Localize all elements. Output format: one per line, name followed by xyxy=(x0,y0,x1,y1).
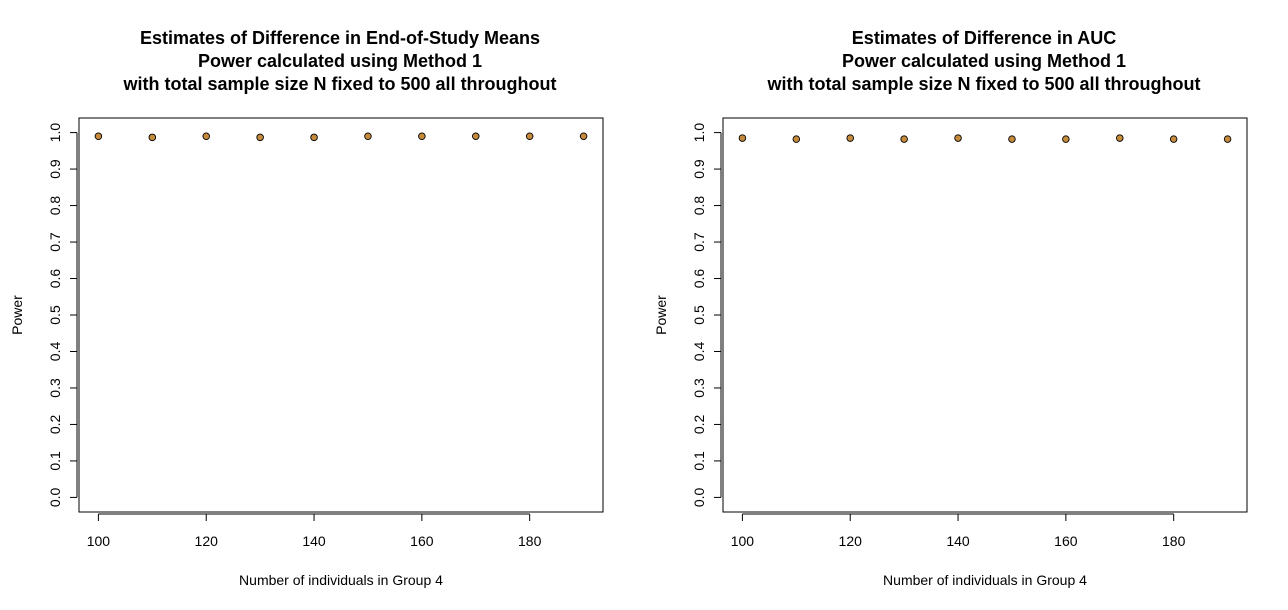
y-axis-label: Power xyxy=(9,295,25,335)
chart-panel-1: Estimates of Difference in End-of-Study … xyxy=(9,28,604,588)
y-tick-label: 0.2 xyxy=(47,415,63,435)
y-tick-label: 0.3 xyxy=(47,378,63,398)
data-point xyxy=(364,132,372,140)
data-point xyxy=(954,134,962,142)
data-point xyxy=(472,132,480,140)
y-tick-label: 0.0 xyxy=(47,487,63,507)
chart-title-line-3: with total sample size N fixed to 500 al… xyxy=(122,74,556,94)
y-tick-label: 0.4 xyxy=(47,342,63,362)
data-point xyxy=(1062,135,1070,143)
y-tick-label: 0.6 xyxy=(47,269,63,289)
chart-title-line-1: Estimates of Difference in AUC xyxy=(852,28,1116,48)
x-tick-label: 140 xyxy=(946,533,970,549)
x-tick-label: 140 xyxy=(302,533,326,549)
chart-panel-2: Estimates of Difference in AUC Power calc… xyxy=(653,28,1248,588)
y-tick-label: 1.0 xyxy=(691,123,707,143)
y-tick-label: 0.3 xyxy=(691,378,707,398)
data-point xyxy=(900,135,908,143)
data-point xyxy=(1169,135,1178,143)
data-point xyxy=(1223,135,1232,143)
plot-frame xyxy=(722,117,1248,513)
x-axis-label: Number of individuals in Group 4 xyxy=(239,572,443,588)
data-point xyxy=(1008,135,1016,143)
y-tick-label: 0.7 xyxy=(691,232,707,252)
chart-title: Estimates of Difference in AUC Power calc… xyxy=(766,28,1200,94)
y-tick-label: 0.8 xyxy=(691,196,707,216)
chart-title-line-2: Power calculated using Method 1 xyxy=(842,51,1126,71)
y-tick-label: 0.1 xyxy=(691,451,707,471)
data-point xyxy=(1116,134,1124,142)
x-tick-label: 120 xyxy=(839,533,863,549)
y-tick-label: 0.5 xyxy=(691,305,707,325)
x-tick-label: 120 xyxy=(195,533,219,549)
y-tick-label: 0.9 xyxy=(691,159,707,179)
data-point xyxy=(94,132,103,140)
chart-title-line-3: with total sample size N fixed to 500 al… xyxy=(766,74,1200,94)
x-axis: 100 120 140 160 180 Number of individuals in … xyxy=(731,513,1186,588)
y-tick-label: 1.0 xyxy=(47,123,63,143)
x-tick-label: 160 xyxy=(1054,533,1078,549)
data-point xyxy=(202,132,210,140)
x-tick-label: 100 xyxy=(731,533,755,549)
chart-title: Estimates of Difference in End-of-Study … xyxy=(122,28,556,94)
data-series xyxy=(94,132,588,142)
x-tick-label: 180 xyxy=(1162,533,1186,549)
data-point xyxy=(256,133,264,142)
x-axis: 100 120 140 160 180 Number of individuals in … xyxy=(87,513,542,588)
y-tick-label: 0.1 xyxy=(47,451,63,471)
data-point xyxy=(148,133,157,142)
y-axis-label: Power xyxy=(653,295,669,335)
x-tick-label: 160 xyxy=(410,533,434,549)
data-point xyxy=(525,132,534,140)
y-tick-label: 0.7 xyxy=(47,232,63,252)
y-tick-label: 0.2 xyxy=(691,415,707,435)
y-tick-label: 0.6 xyxy=(691,269,707,289)
y-tick-label: 0.5 xyxy=(47,305,63,325)
x-tick-label: 180 xyxy=(518,533,542,549)
y-tick-label: 0.0 xyxy=(691,487,707,507)
y-axis: 0.0 0.1 0.2 0.3 0.4 0.5 0.6 0.7 0.8 0.9 1.0 Power xyxy=(9,123,78,507)
data-point xyxy=(579,132,588,140)
y-tick-label: 0.9 xyxy=(47,159,63,179)
y-tick-label: 0.4 xyxy=(691,342,707,362)
chart-title-line-2: Power calculated using Method 1 xyxy=(198,51,482,71)
data-point xyxy=(792,135,801,143)
data-series xyxy=(738,134,1232,143)
data-point xyxy=(738,134,747,142)
y-axis: 0.0 0.1 0.2 0.3 0.4 0.5 0.6 0.7 0.8 0.9 1.0 Power xyxy=(653,123,722,507)
data-point xyxy=(846,134,854,142)
x-axis-label: Number of individuals in Group 4 xyxy=(883,572,1087,588)
y-tick-label: 0.8 xyxy=(47,196,63,216)
plot-frame xyxy=(78,117,604,513)
chart-title-line-1: Estimates of Difference in End-of-Study … xyxy=(140,28,540,48)
data-point xyxy=(418,132,426,140)
x-tick-label: 100 xyxy=(87,533,111,549)
data-point xyxy=(310,133,318,142)
